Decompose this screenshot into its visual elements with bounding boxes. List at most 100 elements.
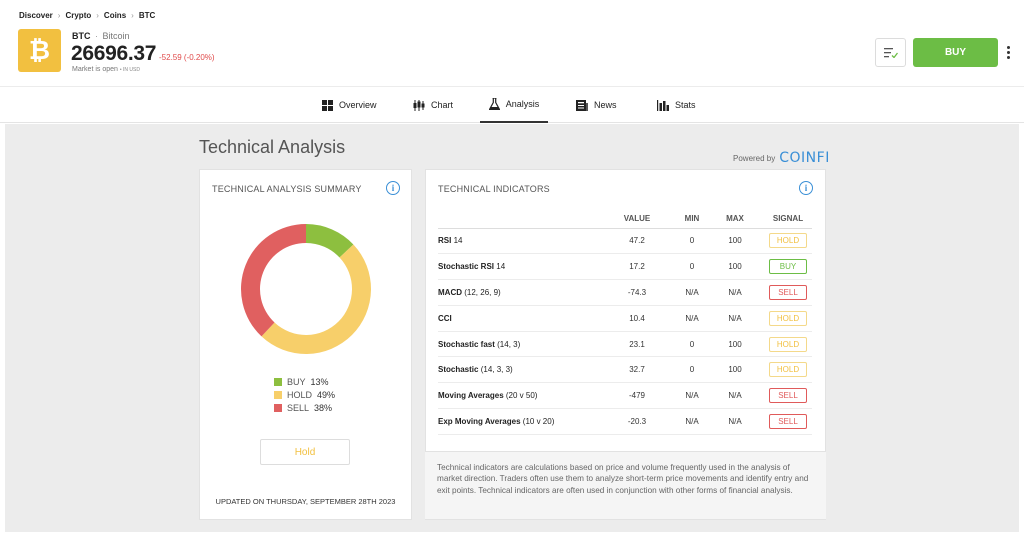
indicator-max: N/A [706,408,764,435]
indicator-params: (14, 3, 3) [480,365,513,375]
donut-slice-buy [306,224,354,258]
chevron-right-icon: › [96,11,99,20]
indicator-name: Exp Moving Averages [438,416,521,426]
indicator-name: Stochastic [438,365,479,375]
market-status: Market is open • IN USD [72,66,140,73]
indicator-value: 47.2 [596,228,678,255]
indicator-signal-cell: HOLD [764,228,812,255]
donut-slice-sell [241,224,306,337]
indicator-max: N/A [706,305,764,332]
indicators-table: VALUE MIN MAX SIGNAL RSI 14 47.2 0 100 HOLD S… [438,210,812,435]
indicator-value: 10.4 [596,305,678,332]
bitcoin-logo-glyph: ₿ [28,36,51,66]
price-change: -52.59 (-0.20%) [159,53,215,62]
col-header-min: MIN [678,210,706,229]
legend-swatch [274,390,282,399]
indicator-name: CCI [438,313,452,323]
edit-list-icon [883,47,898,58]
buy-button[interactable]: BUY [913,38,998,67]
indicator-value: 23.1 [596,331,678,358]
indicator-name: Stochastic RSI [438,262,495,272]
table-row: Stochastic fast (14, 3) 23.1 0 100 HOLD [438,331,812,358]
indicator-min: 0 [678,331,706,358]
legend-label: BUY [287,376,306,387]
indicator-max: N/A [706,279,764,306]
coinfi-logo[interactable]: COINFI [779,150,830,166]
powered-by-label: Powered by [733,153,776,163]
tab-news[interactable]: News [576,87,617,123]
flask-icon [488,98,500,110]
col-header-signal: SIGNAL [764,210,812,229]
signal-badge: HOLD [769,310,807,326]
indicator-max: N/A [706,382,764,410]
table-row: MACD (12, 26, 9) -74.3 N/A N/A SELL [438,279,812,306]
indicator-max: 100 [706,356,764,384]
tab-label: Overview [339,100,377,110]
newspaper-icon [576,99,588,111]
indicators-card-title: TECHNICAL INDICATORS [438,184,550,194]
indicator-min: N/A [678,279,706,306]
legend-label: SELL [287,402,310,413]
indicator-name-cell: Stochastic fast (14, 3) [438,331,596,358]
tab-label: Chart [431,100,454,110]
breadcrumb-discover[interactable]: Discover [19,11,53,20]
breadcrumb-crypto[interactable]: Crypto [65,11,92,20]
indicator-min: N/A [678,305,706,332]
breadcrumb: Discover › Crypto › Coins › BTC [19,11,155,20]
tab-stats[interactable]: Stats [657,87,696,123]
legend-item-buy: BUY 13% [274,375,335,388]
bitcoin-logo-icon: ₿ [18,29,61,72]
tab-label: Stats [675,100,696,110]
tab-analysis[interactable]: Analysis [480,87,548,123]
watchlist-button[interactable] [875,38,906,67]
table-row: CCI 10.4 N/A N/A HOLD [438,305,812,332]
indicator-name-cell: Moving Averages (20 v 50) [438,382,596,410]
legend-pct: 38% [314,402,333,413]
indicator-name-cell: Stochastic (14, 3, 3) [438,356,596,384]
tab-overview[interactable]: Overview [322,87,377,123]
indicator-name-cell: MACD (12, 26, 9) [438,279,596,306]
col-header-name [438,210,596,229]
indicator-value: 17.2 [596,253,678,281]
indicator-max: 100 [706,331,764,358]
col-header-value: VALUE [596,210,678,229]
tab-chart[interactable]: Chart [413,87,453,123]
bar-chart-icon [657,99,669,111]
ticker-separator: · [95,31,99,41]
tab-label: Analysis [505,99,540,109]
table-header-row: VALUE MIN MAX SIGNAL [438,210,812,229]
indicator-min: 0 [678,253,706,281]
updated-timestamp: UPDATED ON THURSDAY, SEPTEMBER 28TH 2023 [215,497,396,506]
legend-item-sell: SELL 38% [274,401,335,414]
indicator-name: Moving Averages [438,391,504,401]
indicator-min: N/A [678,382,706,410]
indicator-signal-cell: SELL [764,408,812,435]
indicator-name-cell: Stochastic RSI 14 [438,253,596,281]
donut-slice-hold [261,244,371,354]
indicator-signal-cell: SELL [764,279,812,306]
signal-badge: SELL [769,284,807,300]
indicator-value: -479 [596,382,678,410]
page-title: Technical Analysis [199,137,346,157]
summary-card-title: TECHNICAL ANALYSIS SUMMARY [212,184,362,194]
indicator-name: Stochastic fast [438,339,495,349]
more-vertical-icon[interactable] [1003,42,1013,62]
powered-by: Powered by COINFI [733,150,830,166]
col-header-max: MAX [706,210,764,229]
legend-swatch [274,403,282,412]
info-icon[interactable]: i [799,181,813,195]
breadcrumb-coins[interactable]: Coins [103,11,127,20]
indicator-max: 100 [706,253,764,281]
indicators-description-box: Technical indicators are calculations ba… [425,451,826,519]
coin-price: 26696.37 [71,42,157,65]
signal-badge: HOLD [769,362,807,378]
indicator-min: 0 [678,356,706,384]
info-icon[interactable]: i [386,181,400,195]
indicator-name: RSI [438,236,452,246]
legend-item-hold: HOLD 49% [274,388,335,401]
currency-note: • IN USD [119,67,140,73]
coin-name: Bitcoin [102,31,130,41]
indicator-signal-cell: HOLD [764,331,812,358]
coin-symbol: BTC [72,31,91,41]
indicator-name-cell: Exp Moving Averages (10 v 20) [438,408,596,435]
